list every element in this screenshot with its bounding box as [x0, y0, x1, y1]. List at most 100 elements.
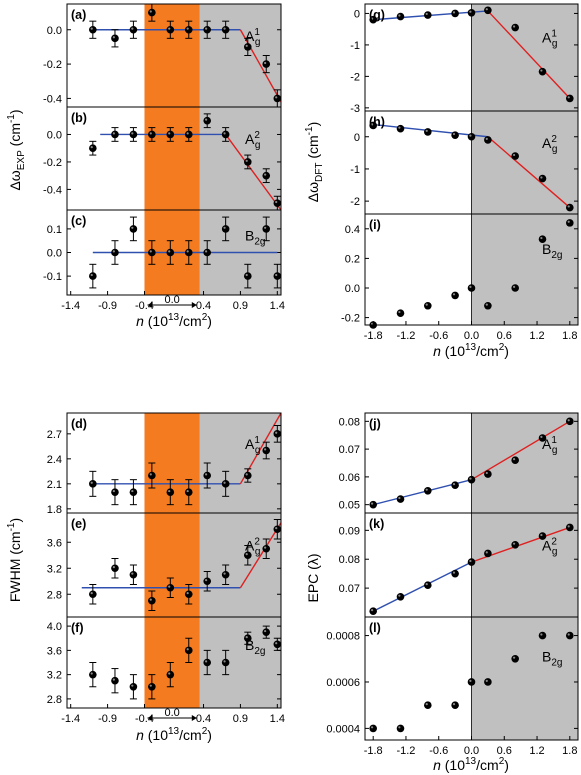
data-point-highlight	[512, 153, 516, 157]
data-point	[484, 678, 492, 686]
y-axis-title: ΔωDFT (cm-1)	[304, 122, 325, 203]
data-point-highlight	[223, 132, 226, 135]
data-point-highlight	[205, 250, 208, 253]
data-point-highlight	[275, 642, 278, 645]
data-point	[262, 171, 271, 180]
data-point-highlight	[264, 546, 267, 549]
mode-label: A1 g	[542, 29, 557, 50]
data-point	[262, 544, 271, 553]
data-point	[148, 248, 156, 257]
panel-k: 0.09 0.08 0.07 (k) A2 g	[339, 512, 579, 618]
panel-label: (d)	[71, 417, 87, 431]
data-point-highlight	[398, 310, 401, 314]
data-point-highlight	[567, 220, 570, 223]
x-tick-label: 0.0	[464, 745, 479, 757]
data-point-highlight	[186, 489, 189, 493]
data-point-highlight	[186, 592, 189, 595]
data-point-highlight	[512, 25, 516, 28]
data-point	[166, 488, 175, 496]
data-point	[203, 248, 212, 257]
data-point	[148, 471, 156, 480]
y-tick-label: -0.2	[43, 59, 62, 71]
data-point-highlight	[540, 236, 543, 240]
x-tick-label: 0.0	[464, 330, 479, 342]
data-point	[262, 446, 271, 455]
data-point-highlight	[168, 672, 171, 675]
data-point	[148, 130, 156, 139]
data-point-highlight	[275, 273, 278, 277]
data-point	[566, 219, 574, 227]
panel-label: (h)	[369, 115, 385, 129]
data-point	[484, 470, 492, 478]
data-point-highlight	[90, 481, 93, 484]
panel-label: (b)	[71, 111, 87, 125]
data-point-highlight	[398, 726, 401, 729]
y-tick-label: -3	[350, 103, 360, 115]
data-point	[129, 225, 138, 233]
data-point-highlight	[540, 633, 543, 636]
data-point	[221, 130, 230, 139]
fit-line-blue	[372, 561, 472, 612]
y-tick-label: 0.1	[47, 224, 62, 236]
data-point	[262, 628, 271, 636]
data-point-highlight	[168, 27, 171, 30]
panel-label: (k)	[369, 517, 384, 531]
data-point	[243, 551, 252, 560]
data-point	[566, 94, 574, 103]
x-tick-label: 0.4	[196, 713, 211, 725]
data-point-highlight	[485, 471, 488, 475]
data-point-highlight	[245, 159, 248, 162]
y-tick-label: -2	[350, 196, 360, 208]
fit-line-red	[487, 10, 571, 99]
fit-line-red	[225, 134, 282, 211]
data-point-highlight	[512, 458, 516, 461]
data-point-highlight	[485, 137, 488, 140]
x-tick-label: -0.9	[98, 300, 117, 312]
data-point-highlight	[425, 702, 428, 706]
x-axis-title: n (1013/cm2)	[433, 342, 509, 359]
y-tick-label: 0.08	[339, 554, 360, 566]
data-point	[451, 9, 459, 18]
data-point	[396, 592, 405, 601]
data-point-highlight	[540, 69, 543, 72]
data-point	[396, 12, 405, 21]
x-tick-label: 0.6	[497, 745, 512, 757]
data-point-highlight	[149, 132, 152, 135]
x-tick-label: 1.2	[529, 330, 544, 342]
data-point	[166, 130, 175, 139]
data-point-highlight	[425, 488, 428, 491]
data-point-highlight	[245, 553, 248, 556]
data-point-highlight	[186, 648, 189, 651]
data-point	[273, 430, 282, 438]
data-point	[111, 248, 119, 257]
data-point	[203, 471, 212, 480]
data-point	[184, 25, 193, 34]
data-point	[538, 434, 547, 442]
data-point-highlight	[469, 559, 472, 563]
data-point	[166, 670, 175, 679]
x-tick-label: -0.4	[135, 300, 154, 312]
data-point	[89, 144, 97, 152]
data-point	[424, 11, 432, 19]
data-point-highlight	[452, 11, 456, 14]
data-point-highlight	[370, 502, 374, 505]
y-tick-label: 0.0006	[326, 677, 360, 689]
data-point-highlight	[112, 678, 115, 681]
data-point	[166, 583, 175, 592]
x-tick-label: 0.4	[196, 300, 211, 312]
data-point-highlight	[264, 448, 267, 451]
data-point	[273, 199, 282, 207]
data-point-highlight	[149, 10, 152, 13]
data-point	[203, 658, 212, 667]
data-point	[484, 6, 492, 15]
data-point	[451, 481, 459, 490]
x-tick-label: -1.2	[396, 330, 415, 342]
y-tick-label: -0.4	[43, 93, 62, 105]
data-point	[566, 203, 574, 212]
mode-label: B2g	[245, 228, 265, 248]
data-point-highlight	[90, 146, 93, 149]
electron-doping-region	[199, 413, 281, 513]
data-point-highlight	[223, 226, 226, 229]
panel-label: (i)	[369, 218, 381, 232]
data-point	[184, 130, 193, 139]
